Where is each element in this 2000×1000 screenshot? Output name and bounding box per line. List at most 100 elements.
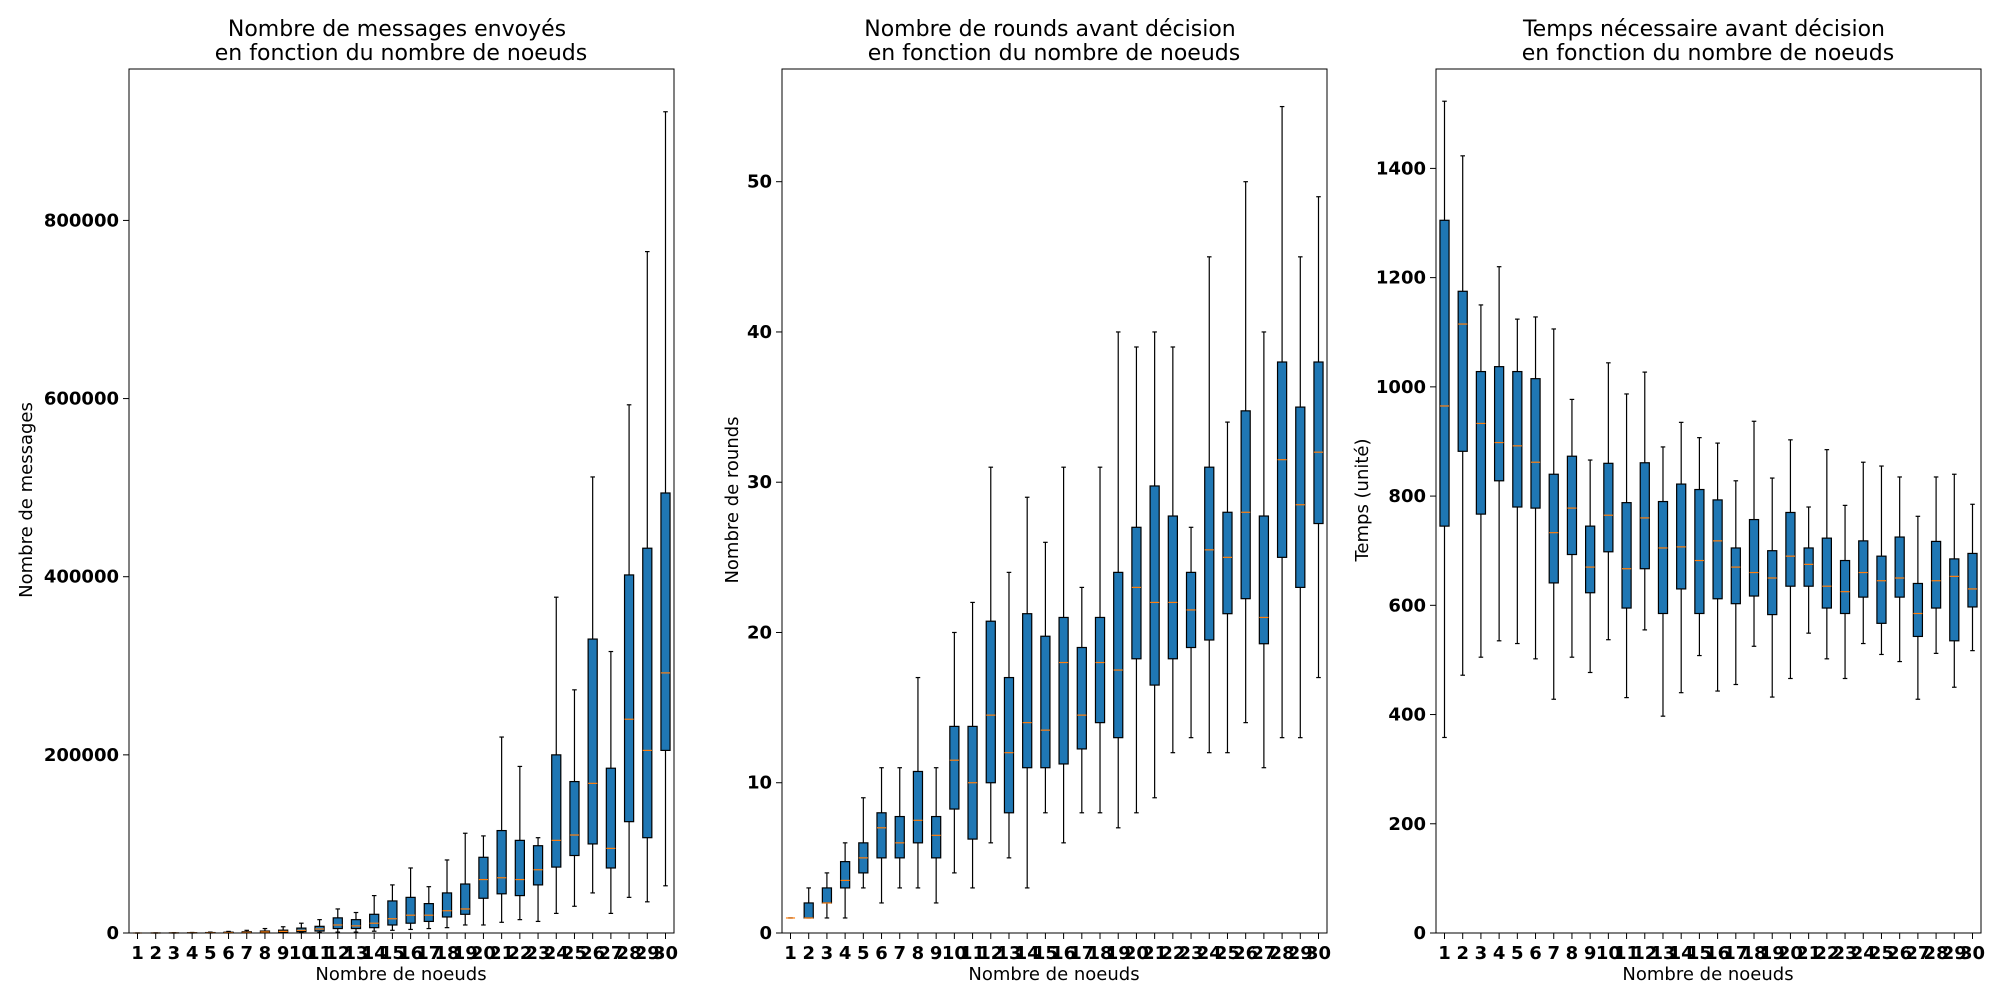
boxplot-25	[569, 689, 580, 907]
boxplot-11	[1621, 393, 1632, 699]
boxplot-4	[839, 842, 851, 919]
x-tick-label: 2	[802, 943, 815, 964]
x-tick-label: 19	[1106, 943, 1131, 964]
iqr-box	[1657, 500, 1669, 615]
boxplot-14	[369, 894, 380, 932]
x-tick-label: 25	[562, 943, 587, 964]
x-tick-label: 26	[1887, 943, 1912, 964]
iqr-box	[514, 839, 525, 897]
x-tick-label: 12	[978, 943, 1003, 964]
boxplot-14	[1676, 421, 1687, 694]
iqr-box	[1876, 555, 1887, 624]
boxplot-18	[441, 859, 453, 929]
iqr-box	[1295, 406, 1306, 588]
x-axis-label: Nombre de noeuds	[315, 964, 486, 985]
boxplot-30	[1313, 196, 1324, 679]
iqr-box	[1313, 361, 1324, 525]
iqr-box	[1785, 511, 1796, 587]
x-tick-label: 9	[930, 943, 943, 964]
x-tick-label: 6	[875, 943, 888, 964]
y-tick-label: 50	[747, 172, 772, 193]
chart-title-line1: Nombre de messages envoyés	[228, 17, 566, 42]
y-axis-label: Temps (unité)	[1352, 438, 1373, 562]
boxplot-28	[623, 404, 635, 898]
iqr-box	[1949, 558, 1960, 642]
boxplot-11	[314, 919, 325, 933]
boxplot-21	[1149, 331, 1160, 799]
x-tick-label: 21	[489, 943, 514, 964]
x-tick-label: 1	[784, 943, 797, 964]
x-tick-label: 10	[1596, 943, 1621, 964]
boxplot-20	[1131, 346, 1142, 814]
iqr-box	[350, 919, 362, 930]
iqr-box	[1204, 466, 1215, 641]
boxplot-16	[405, 867, 416, 931]
iqr-box	[912, 770, 924, 844]
boxplot-22	[1821, 449, 1832, 660]
x-tick-label: 20	[1124, 943, 1149, 964]
boxplot-19	[1767, 477, 1778, 698]
x-tick-label: 7	[240, 943, 253, 964]
x-tick-label: 18	[434, 943, 459, 964]
iqr-box	[1457, 290, 1468, 452]
x-tick-label: 15	[1687, 943, 1712, 964]
x-tick-label: 6	[1529, 943, 1542, 964]
x-tick-label: 16	[1051, 943, 1076, 964]
x-tick-label: 22	[1814, 943, 1839, 964]
boxplot-7	[1548, 328, 1559, 700]
boxplot-5	[1512, 318, 1523, 645]
boxplot-17	[1730, 480, 1741, 686]
iqr-box	[1930, 540, 1942, 609]
boxplot-12	[1639, 371, 1650, 631]
y-tick-label: 400000	[44, 567, 119, 588]
x-tick-label: 17	[1723, 943, 1748, 964]
x-tick-label: 22	[1160, 943, 1185, 964]
iqr-box	[1076, 646, 1087, 750]
iqr-box	[803, 902, 814, 919]
boxplot-3	[1475, 304, 1487, 658]
boxplot-17	[1076, 586, 1087, 814]
iqr-box	[1493, 366, 1505, 482]
boxplot-2	[803, 887, 814, 919]
x-tick-label: 21	[1142, 943, 1167, 964]
x-tick-label: 3	[1475, 943, 1488, 964]
iqr-box	[876, 812, 887, 859]
boxplot-10	[949, 631, 960, 874]
x-tick-label: 30	[1306, 943, 1331, 964]
iqr-box	[1748, 518, 1760, 597]
y-tick-label: 0	[1413, 923, 1426, 944]
x-tick-label: 26	[1233, 943, 1258, 964]
iqr-box	[1694, 488, 1705, 615]
iqr-box	[460, 883, 471, 915]
x-tick-label: 27	[598, 943, 623, 964]
y-tick-label: 200	[1388, 814, 1426, 835]
iqr-box	[1240, 410, 1251, 600]
x-tick-label: 12	[1632, 943, 1657, 964]
boxplot-13	[1657, 446, 1669, 717]
x-tick-label: 1	[1438, 943, 1451, 964]
boxplot-3	[821, 872, 833, 919]
iqr-box	[1821, 537, 1832, 609]
iqr-box	[1730, 547, 1741, 605]
iqr-box	[839, 861, 851, 889]
boxplot-8	[1566, 398, 1578, 658]
x-tick-label: 21	[1796, 943, 1821, 964]
chart-title-line1: Temps nécessaire avant décision	[1522, 17, 1885, 42]
iqr-box	[369, 913, 380, 929]
x-tick-label: 11	[307, 943, 332, 964]
x-tick-label: 15	[380, 943, 405, 964]
x-tick-label: 4	[839, 943, 852, 964]
boxplot-6	[876, 767, 887, 904]
boxplot-26	[1240, 181, 1251, 724]
iqr-box	[1094, 616, 1106, 724]
x-tick-label: 29	[1942, 943, 1967, 964]
x-tick-label: 17	[416, 943, 441, 964]
panel-rounds: Nombre de rounds avant décision en fonct…	[722, 17, 1331, 985]
boxplot-19	[460, 832, 471, 926]
iqr-box	[949, 725, 960, 810]
boxplot-4	[1493, 266, 1505, 642]
x-tick-label: 28	[1270, 943, 1295, 964]
x-tick-label: 7	[1547, 943, 1560, 964]
